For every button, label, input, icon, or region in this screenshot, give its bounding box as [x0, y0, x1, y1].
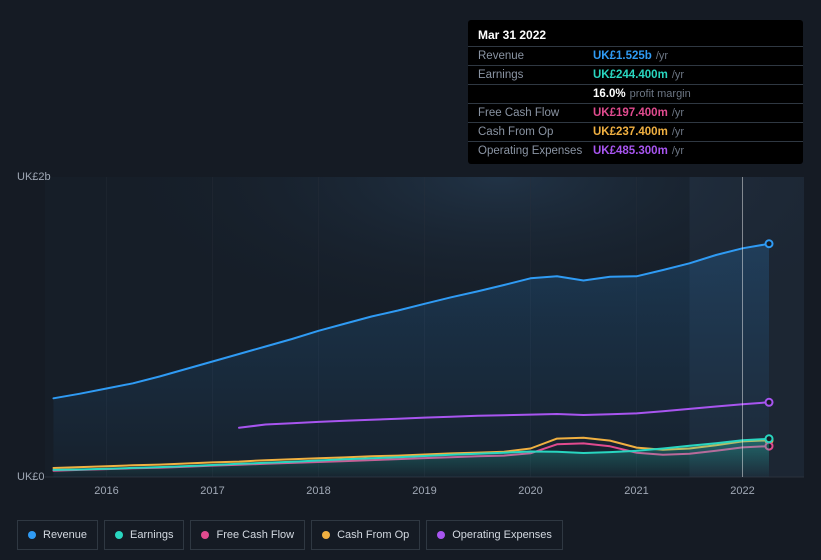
- x-axis-label: 2019: [412, 485, 436, 497]
- tooltip-row: 16.0% profit margin: [468, 85, 803, 104]
- tooltip-row-label: Free Cash Flow: [478, 107, 593, 119]
- tooltip-row-value: UK£244.400m: [593, 69, 668, 81]
- tooltip-row-label: Earnings: [478, 69, 593, 81]
- legend-item-cash-from-op[interactable]: Cash From Op: [311, 520, 420, 550]
- tooltip-row-label: Operating Expenses: [478, 145, 593, 157]
- legend-item-earnings[interactable]: Earnings: [104, 520, 184, 550]
- tooltip-row-label: Cash From Op: [478, 126, 593, 138]
- legend-label: Earnings: [130, 529, 173, 541]
- legend-swatch: [201, 531, 209, 539]
- tooltip-row: EarningsUK£244.400m/yr: [468, 66, 803, 85]
- x-axis-label: 2018: [306, 485, 330, 497]
- legend-swatch: [437, 531, 445, 539]
- tooltip-row-value: UK£485.300m: [593, 145, 668, 157]
- tooltip-row-value: 16.0%: [593, 88, 626, 100]
- tooltip-row: Cash From OpUK£237.400m/yr: [468, 123, 803, 142]
- y-axis-label: UK£0: [17, 471, 41, 483]
- tooltip-title: Mar 31 2022: [468, 26, 803, 47]
- tooltip-row-suffix: /yr: [672, 145, 684, 157]
- tooltip-row-value: UK£1.525b: [593, 50, 652, 62]
- tooltip-row-value: UK£197.400m: [593, 107, 668, 119]
- legend-item-revenue[interactable]: Revenue: [17, 520, 98, 550]
- financials-chart[interactable]: UK£0UK£2b2016201720182019202020212022: [17, 160, 804, 480]
- legend-label: Revenue: [43, 529, 87, 541]
- y-axis-label: UK£2b: [17, 171, 41, 183]
- tooltip-row-suffix: /yr: [672, 107, 684, 119]
- legend-label: Operating Expenses: [452, 529, 552, 541]
- chart-legend: Revenue Earnings Free Cash Flow Cash From O…: [17, 520, 563, 550]
- tooltip-row-label: Revenue: [478, 50, 593, 62]
- chart-svg: [17, 160, 804, 500]
- tooltip-row-suffix: /yr: [672, 126, 684, 138]
- x-axis-label: 2022: [730, 485, 754, 497]
- legend-item-free-cash-flow[interactable]: Free Cash Flow: [190, 520, 305, 550]
- tooltip-row: RevenueUK£1.525b/yr: [468, 47, 803, 66]
- x-axis-label: 2020: [518, 485, 542, 497]
- tooltip-row: Operating ExpensesUK£485.300m/yr: [468, 142, 803, 160]
- x-axis-label: 2016: [94, 485, 118, 497]
- tooltip-row-suffix: /yr: [672, 69, 684, 81]
- tooltip-row-label: [478, 88, 593, 100]
- legend-swatch: [115, 531, 123, 539]
- x-axis-label: 2017: [200, 485, 224, 497]
- legend-label: Cash From Op: [337, 529, 409, 541]
- chart-tooltip: Mar 31 2022 RevenueUK£1.525b/yrEarningsU…: [468, 20, 803, 164]
- legend-swatch: [322, 531, 330, 539]
- legend-swatch: [28, 531, 36, 539]
- tooltip-row-suffix: profit margin: [630, 88, 691, 100]
- legend-label: Free Cash Flow: [216, 529, 294, 541]
- tooltip-row-value: UK£237.400m: [593, 126, 668, 138]
- tooltip-row: Free Cash FlowUK£197.400m/yr: [468, 104, 803, 123]
- x-axis-label: 2021: [624, 485, 648, 497]
- tooltip-row-suffix: /yr: [656, 50, 668, 62]
- legend-item-operating-expenses[interactable]: Operating Expenses: [426, 520, 563, 550]
